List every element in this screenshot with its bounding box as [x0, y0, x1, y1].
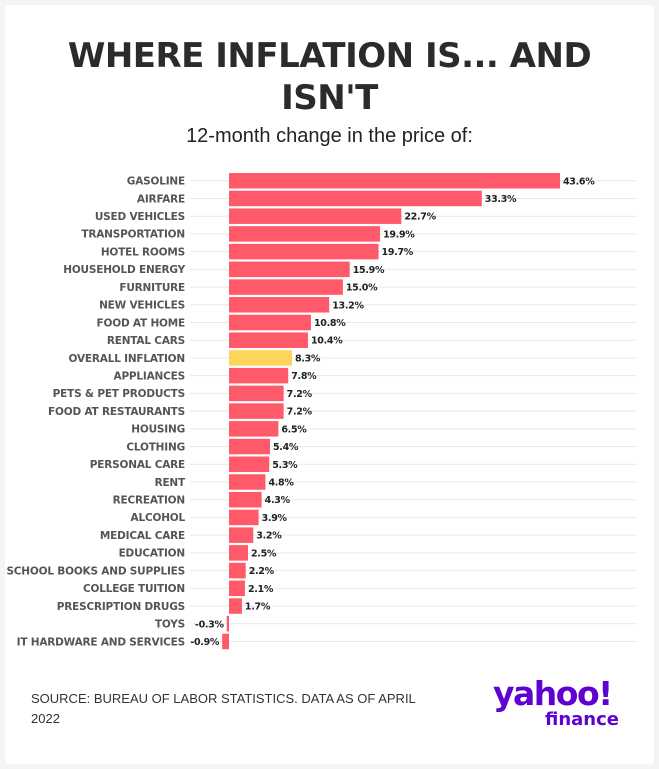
category-label: FURNITURE [119, 282, 185, 294]
value-label: 15.9% [353, 265, 385, 276]
category-label: HOTEL ROOMS [101, 246, 185, 258]
value-label: 2.1% [248, 584, 274, 595]
value-label: 43.6% [563, 176, 595, 187]
category-label: RECREATION [113, 495, 185, 507]
bar-rent [229, 474, 266, 490]
category-label: PERSONAL CARE [90, 459, 185, 471]
category-label: PETS & PET PRODUCTS [53, 388, 185, 400]
value-label: 22.7% [404, 212, 436, 223]
category-label: TRANSPORTATION [81, 229, 185, 241]
value-label: -0.9% [190, 637, 220, 648]
value-label: 2.2% [249, 566, 275, 577]
chart-title: WHERE INFLATION IS... AND ISN'T [5, 35, 654, 119]
value-label: 7.2% [287, 407, 313, 418]
bar-toys [226, 616, 229, 632]
category-label: APPLIANCES [114, 370, 185, 382]
category-label: HOUSING [131, 424, 185, 436]
value-label: 5.3% [272, 460, 298, 471]
category-label: TOYS [155, 619, 185, 631]
category-label: HOUSEHOLD ENERGY [63, 264, 185, 276]
value-label: 10.4% [311, 336, 343, 347]
category-label: ALCOHOL [131, 512, 186, 524]
bar-chart: GASOLINE 43.6% AIRFARE 33.3% USED VEHICLES 22… [6, 173, 637, 650]
bar-recreation [229, 491, 262, 508]
yahoo-finance-logo: yahoo! finance [493, 677, 633, 729]
value-label: 3.2% [256, 531, 282, 542]
value-label: 7.2% [287, 389, 313, 400]
bar-new-vehicles [229, 297, 330, 313]
category-label: OVERALL INFLATION [69, 353, 185, 365]
value-label: 19.7% [382, 247, 414, 258]
value-label: 15.0% [346, 283, 378, 294]
value-label: 1.7% [245, 602, 271, 613]
bar-hotel-rooms [229, 243, 379, 260]
source-note: SOURCE: BUREAU OF LABOR STATISTICS. DATA… [31, 691, 416, 726]
bar-food-at-restaurants [229, 403, 284, 419]
bar-education [229, 545, 248, 561]
category-label: SCHOOL BOOKS AND SUPPLIES [6, 565, 185, 577]
category-label: AIRFARE [137, 193, 185, 205]
bar-transportation [229, 226, 381, 242]
value-label: 5.4% [273, 442, 299, 453]
bar-food-at-home [229, 314, 311, 331]
bar-furniture [229, 279, 343, 295]
category-label: EDUCATION [119, 548, 185, 560]
bar-pets-pet-products [229, 385, 284, 402]
bar-housing [229, 421, 279, 437]
value-label: 10.8% [314, 318, 346, 329]
category-label: FOOD AT HOME [97, 317, 185, 329]
category-label: COLLEGE TUITION [83, 583, 185, 595]
bar-gasoline [229, 173, 560, 189]
value-label: 8.3% [295, 353, 321, 364]
title-line-1: WHERE INFLATION IS... AND [67, 36, 592, 76]
logo-yahoo-text: yahoo! [493, 674, 613, 713]
bar-school-books-and-supplies [229, 562, 246, 579]
bar-clothing [229, 438, 270, 455]
bar-alcohol [229, 509, 259, 526]
category-label: RENT [155, 477, 186, 489]
category-label: NEW VEHICLES [99, 300, 185, 312]
bar-personal-care [229, 456, 270, 473]
title-line-2: ISN'T [281, 78, 378, 118]
value-label: 4.3% [265, 495, 291, 506]
category-label: IT HARDWARE AND SERVICES [17, 636, 185, 648]
category-label: MEDICAL CARE [100, 530, 185, 542]
value-label: 13.2% [332, 300, 364, 311]
chart-subtitle: 12-month change in the price of: [186, 125, 473, 147]
value-label: 4.8% [268, 477, 294, 488]
bar-overall-inflation [229, 350, 293, 366]
category-label: FOOD AT RESTAURANTS [48, 406, 185, 418]
category-label: GASOLINE [127, 176, 185, 188]
bar-airfare [229, 190, 482, 207]
value-label: 7.8% [291, 371, 317, 382]
category-label: USED VEHICLES [95, 211, 185, 223]
bar-prescription-drugs [229, 598, 242, 614]
bar-medical-care [229, 527, 254, 543]
category-label: PRESCRIPTION DRUGS [57, 601, 185, 613]
value-label: 3.9% [262, 513, 288, 524]
bar-college-tuition [229, 580, 245, 597]
bar-it-hardware-and-services [222, 633, 229, 650]
bar-used-vehicles [229, 208, 402, 224]
category-label: RENTAL CARS [107, 335, 185, 347]
value-label: 19.9% [383, 229, 415, 240]
value-label: -0.3% [195, 619, 225, 630]
value-label: 2.5% [251, 548, 277, 559]
logo-finance-text: finance [545, 709, 619, 730]
bar-appliances [229, 367, 289, 384]
bar-household-energy [229, 261, 350, 278]
value-label: 6.5% [281, 424, 307, 435]
bar-rental-cars [229, 332, 308, 348]
category-label: CLOTHING [126, 441, 185, 453]
value-label: 33.3% [485, 194, 517, 205]
chart-card: WHERE INFLATION IS... AND ISN'T 12-month… [5, 5, 654, 764]
